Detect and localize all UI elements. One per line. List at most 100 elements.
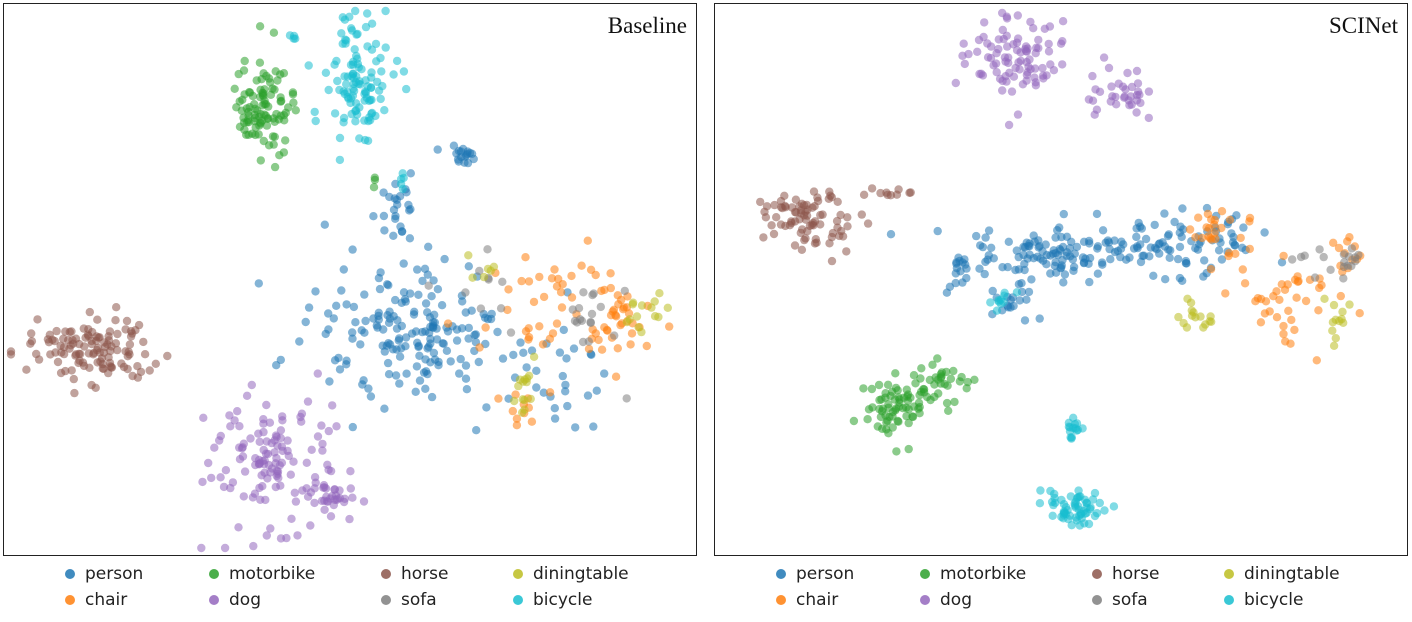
- dog-point: [313, 432, 323, 441]
- baseline-title: Baseline: [607, 13, 687, 38]
- chair-point: [1314, 306, 1323, 315]
- motorbike-point: [255, 58, 265, 67]
- person-point: [519, 348, 528, 357]
- diningtable-point: [510, 396, 519, 406]
- person-point: [1175, 273, 1185, 283]
- motorbike-point: [892, 447, 901, 456]
- dog-point: [262, 531, 271, 540]
- person-point: [987, 243, 996, 252]
- bicycle-point: [1109, 502, 1119, 511]
- legend-label-chair: chair: [85, 590, 128, 610]
- person-point: [1069, 262, 1079, 272]
- diningtable-point: [1187, 306, 1196, 315]
- person-point: [409, 310, 419, 319]
- legend-label-motorbike: motorbike: [940, 564, 1027, 584]
- person-point: [1170, 217, 1179, 227]
- horse-point: [85, 307, 95, 317]
- dog-point: [239, 492, 248, 501]
- horse-point: [790, 207, 800, 217]
- dog-point: [257, 471, 266, 480]
- diningtable-point: [1335, 316, 1344, 326]
- person-point: [1136, 257, 1146, 267]
- bicycle-point: [380, 106, 389, 115]
- chair-point: [588, 325, 597, 334]
- dog-point: [310, 473, 320, 482]
- chair-point: [538, 340, 548, 349]
- person-point: [1175, 242, 1185, 252]
- horse-point: [139, 337, 148, 347]
- horse-point: [84, 331, 93, 341]
- motorbike-point: [244, 111, 253, 120]
- person-point: [559, 325, 568, 335]
- person-point: [464, 323, 473, 333]
- person-point: [461, 361, 471, 370]
- dog-point: [247, 380, 256, 390]
- chair-point: [552, 282, 562, 291]
- horse-point: [92, 336, 101, 346]
- dog-point: [266, 524, 275, 533]
- scinet-title: SCINet: [1329, 13, 1398, 38]
- dog-point: [1144, 87, 1154, 96]
- horse-point: [22, 365, 31, 374]
- person-point: [415, 351, 424, 360]
- bicycle-point: [363, 9, 372, 18]
- person-point: [1081, 254, 1090, 263]
- bicycle-point: [1088, 495, 1098, 504]
- dog-point: [1104, 63, 1114, 73]
- person-point: [493, 327, 502, 337]
- diningtable-point: [637, 301, 647, 310]
- legend-marker-horse: [1092, 569, 1102, 579]
- dog-point: [317, 421, 326, 430]
- dog-point: [980, 18, 989, 27]
- legend-marker-person: [776, 569, 786, 579]
- person-point: [415, 376, 425, 385]
- chair-point: [550, 265, 559, 274]
- horse-point: [837, 226, 846, 236]
- horse-point: [99, 364, 108, 373]
- series-motorbike: [849, 354, 979, 456]
- person-point: [418, 327, 427, 337]
- horse-point: [52, 326, 61, 336]
- bicycle-point: [1048, 511, 1057, 520]
- person-point: [1012, 246, 1021, 255]
- person-point: [1177, 232, 1186, 242]
- person-point: [1024, 287, 1034, 297]
- person-point: [592, 386, 601, 395]
- chair-point: [1279, 251, 1288, 261]
- motorbike-point: [963, 377, 972, 387]
- motorbike-point: [957, 372, 966, 382]
- motorbike-point: [930, 392, 939, 402]
- chair-point: [1334, 243, 1344, 253]
- person-point: [1020, 259, 1029, 269]
- dog-point: [324, 426, 333, 436]
- person-point: [472, 426, 481, 435]
- person-point: [438, 339, 447, 348]
- bicycle-point: [381, 43, 390, 52]
- person-point: [555, 348, 565, 357]
- horse-point: [791, 195, 801, 204]
- dog-point: [1004, 120, 1014, 130]
- legend-item-dog: dog: [209, 590, 261, 610]
- horse-point: [125, 340, 135, 349]
- horse-point: [769, 229, 779, 239]
- person-point: [397, 321, 406, 331]
- diningtable-point: [625, 315, 634, 324]
- dog-point: [320, 505, 329, 514]
- dog-point: [260, 456, 269, 465]
- motorbike-point: [273, 76, 282, 85]
- motorbike-point: [893, 416, 902, 426]
- sofa-point: [498, 277, 507, 286]
- person-point: [405, 206, 414, 215]
- sofa-point: [1326, 265, 1335, 274]
- dog-point: [233, 407, 242, 416]
- person-point: [301, 317, 310, 327]
- chair-point: [627, 329, 637, 338]
- bicycle-point: [1046, 486, 1055, 496]
- person-point: [385, 192, 394, 202]
- motorbike-point: [240, 56, 249, 66]
- person-point: [384, 318, 394, 327]
- chair-point: [616, 320, 625, 330]
- person-point: [482, 403, 491, 412]
- motorbike-point: [370, 175, 380, 185]
- person-point: [522, 363, 531, 372]
